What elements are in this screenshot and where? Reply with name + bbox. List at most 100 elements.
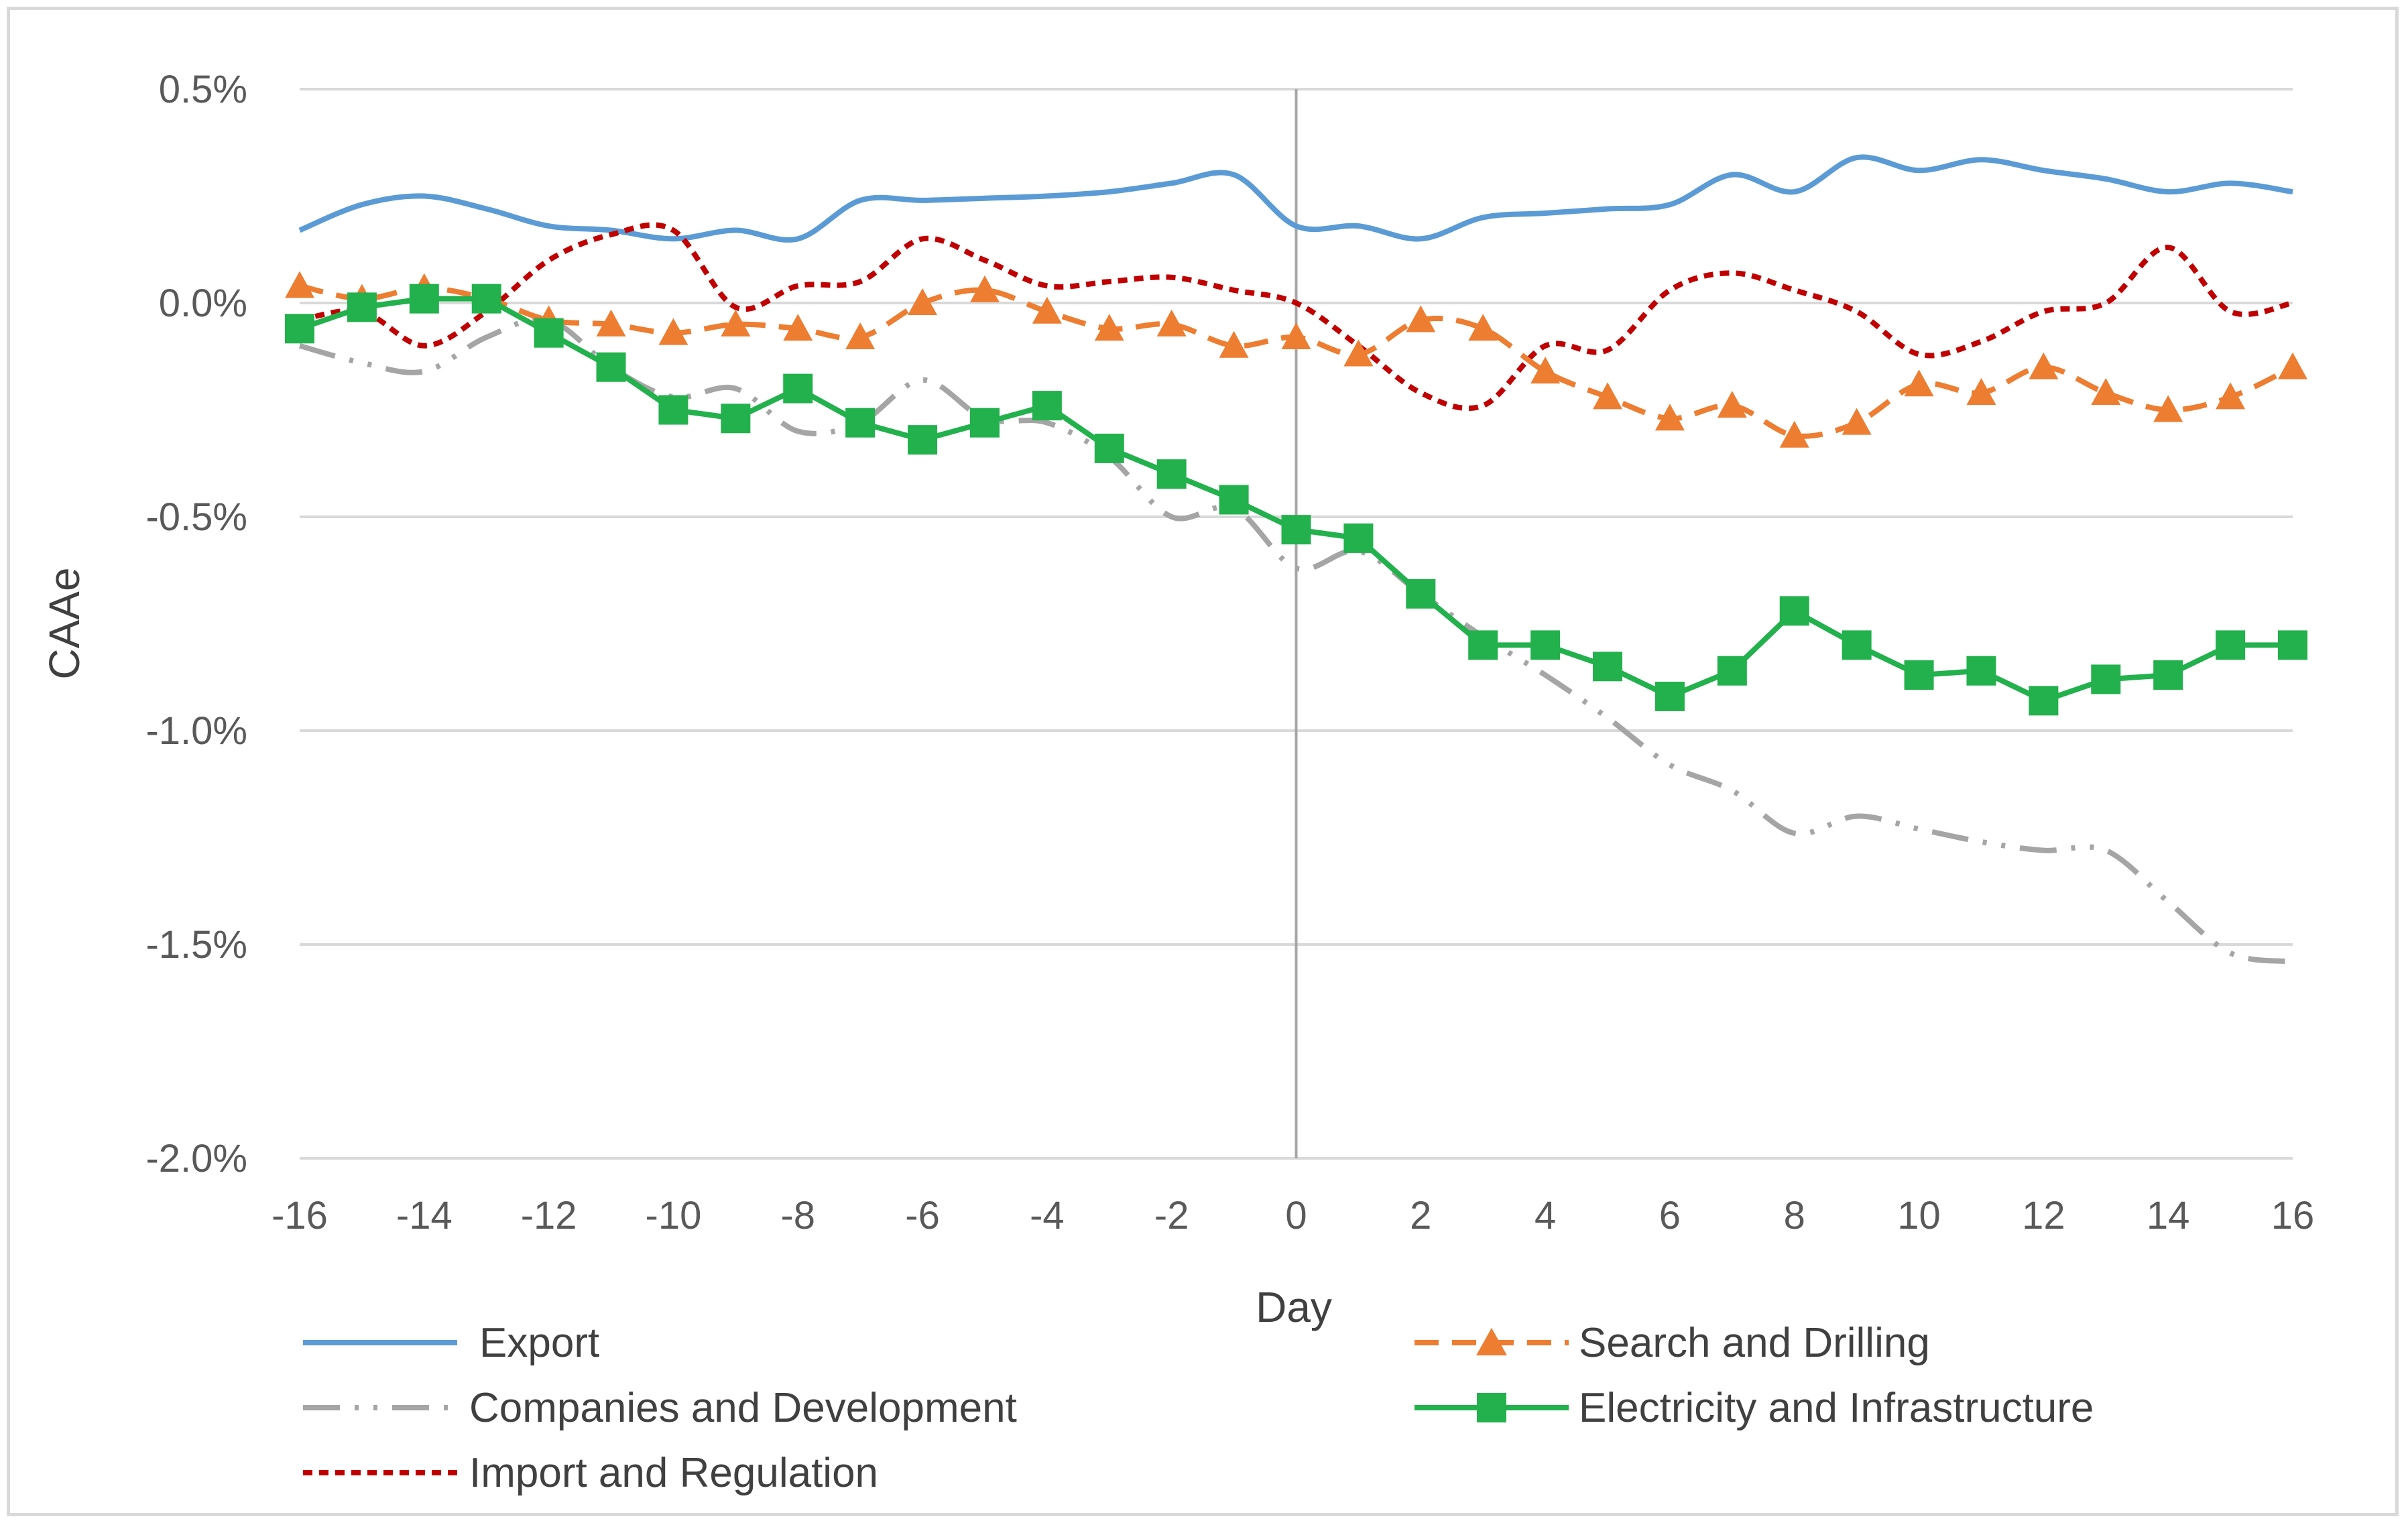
data-point-search-and-drilling [2153, 395, 2183, 422]
data-point-search-and-drilling [783, 314, 813, 341]
legend-item-companies-development: Companies and Development [303, 1385, 1017, 1431]
data-point-search-and-drilling [1842, 408, 1872, 435]
x-tick-label: 8 [1784, 1194, 1805, 1237]
x-tick-label: -6 [905, 1194, 940, 1237]
data-point-search-and-drilling [1406, 305, 1436, 332]
data-point-electricity-and-infrastructure [2216, 630, 2246, 660]
legend-label-electricity-infrastructure: Electricity and Infrastructure [1579, 1385, 2094, 1431]
data-point-electricity-and-infrastructure [1842, 630, 1872, 660]
data-point-electricity-and-infrastructure [721, 404, 751, 434]
data-point-search-and-drilling [969, 275, 1000, 302]
series-line-import-and-regulation [299, 222, 2293, 412]
data-point-electricity-and-infrastructure [1654, 681, 1685, 711]
legend: Export Search and Drilling Companies and… [303, 1320, 2094, 1496]
data-point-electricity-and-infrastructure [1032, 391, 1062, 421]
data-point-electricity-and-infrastructure [471, 284, 501, 314]
legend-label-companies-development: Companies and Development [469, 1385, 1017, 1431]
data-point-search-and-drilling [285, 271, 314, 298]
data-point-electricity-and-infrastructure [2278, 630, 2307, 660]
data-point-search-and-drilling [2029, 352, 2059, 379]
data-point-electricity-and-infrastructure [783, 373, 813, 404]
data-point-electricity-and-infrastructure [2153, 660, 2183, 690]
data-point-electricity-and-infrastructure [1406, 578, 1436, 609]
data-point-search-and-drilling [1343, 339, 1374, 367]
x-tick-label: 2 [1410, 1194, 1431, 1237]
x-tick-label: 4 [1534, 1194, 1556, 1237]
data-point-search-and-drilling [1032, 296, 1062, 324]
chart-frame [7, 7, 2399, 1516]
x-tick-label: -12 [521, 1194, 577, 1237]
x-tick-label: 0 [1285, 1194, 1307, 1237]
data-point-search-and-drilling [2216, 382, 2246, 410]
data-point-electricity-and-infrastructure [1468, 630, 1498, 660]
x-tick-label: 10 [1897, 1194, 1941, 1237]
legend-label-search-drilling: Search and Drilling [1579, 1320, 1930, 1366]
x-tick-label: -16 [272, 1194, 328, 1237]
legend-item-export: Export [303, 1320, 599, 1366]
x-tick-label: -14 [396, 1194, 453, 1237]
data-point-search-and-drilling [596, 309, 626, 337]
data-point-electricity-and-infrastructure [1530, 630, 1561, 660]
x-tick-label: 6 [1659, 1194, 1681, 1237]
y-tick-label: -2.0% [145, 1137, 247, 1180]
series-line-search-and-drilling [299, 283, 2294, 439]
data-point-electricity-and-infrastructure [1281, 515, 1311, 545]
data-point-electricity-and-infrastructure [596, 352, 626, 382]
data-point-electricity-and-infrastructure [1094, 433, 1124, 463]
data-point-search-and-drilling [1593, 382, 1623, 410]
y-tick-label: -1.5% [145, 923, 247, 967]
data-point-electricity-and-infrastructure [2029, 686, 2059, 716]
series-lines [298, 154, 2294, 965]
data-point-electricity-and-infrastructure [2091, 664, 2121, 694]
legend-item-electricity-infrastructure: Electricity and Infrastructure [1414, 1385, 2094, 1431]
data-point-electricity-and-infrastructure [1156, 459, 1187, 489]
y-tick-label: 0.5% [159, 68, 247, 111]
data-point-search-and-drilling [721, 309, 751, 337]
triangle-marker-icon [1476, 1328, 1507, 1355]
data-point-electricity-and-infrastructure [1779, 596, 1809, 626]
data-point-electricity-and-infrastructure [1966, 656, 1996, 686]
legend-item-import-regulation: Import and Regulation [303, 1450, 878, 1496]
legend-label-export: Export [479, 1320, 599, 1366]
data-point-electricity-and-infrastructure [285, 314, 314, 344]
square-marker-icon [1477, 1393, 1506, 1422]
x-tick-label: 16 [2271, 1194, 2315, 1237]
data-point-search-and-drilling [1156, 309, 1187, 337]
data-point-electricity-and-infrastructure [845, 408, 876, 438]
x-tick-label: -8 [780, 1194, 815, 1237]
y-tick-label: -0.5% [145, 495, 247, 539]
data-point-search-and-drilling [1904, 369, 1934, 397]
data-point-search-and-drilling [845, 322, 876, 350]
data-point-electricity-and-infrastructure [969, 408, 1000, 438]
data-point-search-and-drilling [1281, 322, 1311, 350]
series-line-export [298, 154, 2293, 243]
data-point-electricity-and-infrastructure [534, 318, 564, 348]
x-axis-tick-labels: -16 -14 -12 -10 -8 -6 -4 -2 0 2 4 6 8 10 12 14 16 [272, 1194, 2314, 1237]
data-point-electricity-and-infrastructure [347, 292, 377, 322]
x-axis-title: Day [1256, 1283, 1332, 1331]
data-point-electricity-and-infrastructure [1717, 656, 1747, 686]
data-point-search-and-drilling [1468, 314, 1498, 341]
data-point-search-and-drilling [2278, 352, 2307, 379]
series-markers [285, 271, 2307, 716]
data-point-search-and-drilling [908, 288, 938, 315]
data-point-search-and-drilling [1530, 357, 1561, 384]
data-point-search-and-drilling [1094, 314, 1124, 341]
data-point-search-and-drilling [2091, 377, 2121, 405]
data-point-electricity-and-infrastructure [1219, 485, 1249, 515]
x-tick-label: 12 [2022, 1194, 2065, 1237]
data-point-search-and-drilling [1219, 330, 1249, 358]
data-point-electricity-and-infrastructure [908, 425, 938, 455]
data-point-search-and-drilling [1966, 377, 1996, 405]
data-point-search-and-drilling [1654, 404, 1685, 431]
data-point-search-and-drilling [1779, 420, 1809, 448]
x-tick-label: -4 [1030, 1194, 1065, 1237]
legend-item-search-drilling: Search and Drilling [1414, 1320, 1930, 1366]
data-point-search-and-drilling [658, 318, 688, 345]
data-point-electricity-and-infrastructure [1904, 660, 1934, 690]
x-tick-label: -10 [646, 1194, 702, 1237]
y-tick-label: -1.0% [145, 709, 247, 753]
data-point-electricity-and-infrastructure [1343, 523, 1374, 553]
x-tick-label: -2 [1154, 1194, 1189, 1237]
